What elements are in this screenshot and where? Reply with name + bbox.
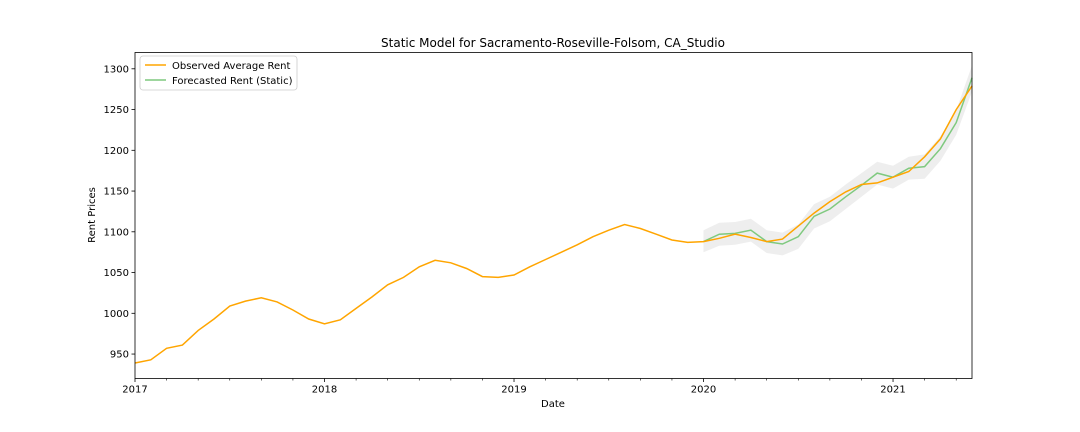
legend-box	[139, 55, 298, 91]
y-tick-label: 1200	[104, 146, 129, 157]
y-tick-label: 1250	[104, 105, 129, 116]
plot-area	[134, 65, 973, 364]
y-axis-title: Rent Prices	[87, 187, 98, 243]
x-axis-title: Date	[541, 399, 565, 410]
y-tick-label: 1050	[104, 268, 129, 279]
x-axis: 2017 2018 2019 2020 2021	[122, 378, 957, 396]
y-axis: 950 1000 1050 1100 1150 1200 1250 1300	[104, 64, 135, 361]
y-tick-label: 1300	[104, 64, 129, 75]
x-tick-label: 2020	[691, 385, 716, 396]
x-tick-label: 2021	[880, 385, 905, 396]
chart-title: Static Model for Sacramento-Roseville-Fo…	[381, 36, 725, 50]
y-tick-label: 1150	[104, 187, 129, 198]
legend: Observed Average Rent Forecasted Rent (S…	[139, 55, 298, 91]
y-tick-label: 950	[110, 350, 129, 361]
series-line-observed	[134, 85, 973, 364]
x-tick-label: 2017	[122, 385, 147, 396]
series-line-forecast	[703, 77, 973, 245]
legend-label-forecast: Forecasted Rent (Static)	[172, 76, 293, 87]
y-tick-label: 1100	[104, 227, 129, 238]
x-tick-label: 2019	[501, 385, 526, 396]
x-tick-label: 2018	[312, 385, 337, 396]
legend-label-observed: Observed Average Rent	[172, 61, 291, 72]
plot-frame	[134, 52, 973, 379]
y-tick-label: 1000	[104, 309, 129, 320]
forecast-confidence-band	[703, 65, 972, 256]
